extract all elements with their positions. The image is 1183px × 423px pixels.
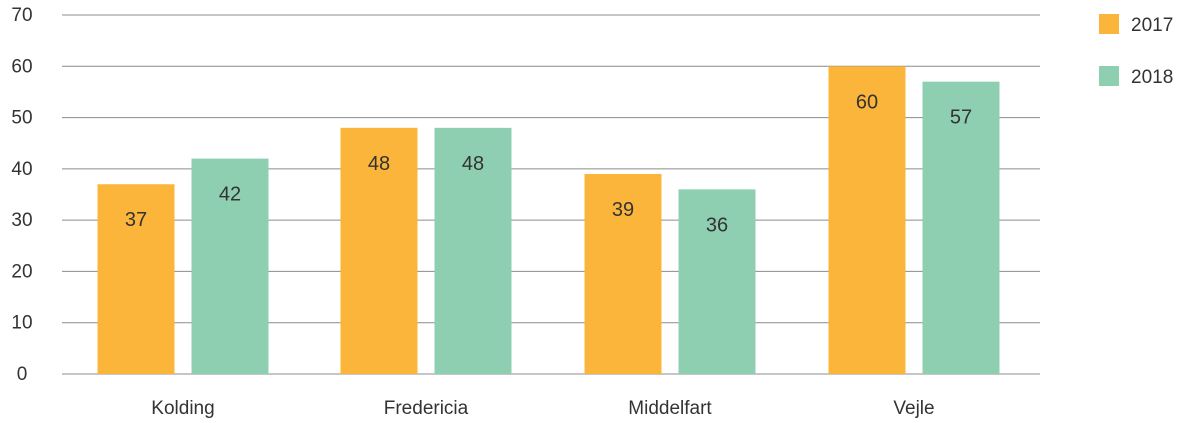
x-axis-categories: Kolding Fredericia Middelfart Vejle	[151, 398, 934, 419]
x-category-label-vejle: Vejle	[893, 398, 934, 418]
y-tick-label: 10	[11, 313, 32, 334]
y-tick-label: 60	[11, 56, 32, 77]
y-tick-label: 40	[11, 159, 32, 180]
bar-2017-middelfart	[584, 173, 662, 374]
data-label-2018-kolding: 42	[219, 184, 241, 206]
x-category-label-fredericia: Fredericia	[384, 398, 469, 418]
bar-2018-fredericia	[434, 127, 512, 374]
bar-2018-kolding	[191, 158, 269, 374]
data-label-2017-fredericia: 48	[368, 153, 390, 175]
data-label-2018-vejle: 57	[950, 107, 972, 129]
legend: 2017 2018	[1099, 14, 1173, 88]
y-tick-label: 30	[11, 210, 32, 231]
bar-2017-vejle	[828, 66, 906, 375]
data-label-2017-vejle: 60	[856, 91, 878, 113]
bar-2018-vejle	[922, 81, 1000, 375]
y-tick-label: 0	[17, 364, 28, 385]
legend-swatch-2018	[1099, 66, 1119, 86]
bar-2018-middelfart	[678, 189, 756, 374]
data-labels: 37 48 39 60 42 48 36 57	[125, 91, 972, 236]
y-axis-ticks: 0 10 20 30 40 50 60 70	[11, 5, 32, 385]
data-label-2017-middelfart: 39	[612, 199, 634, 221]
legend-label-2017: 2017	[1131, 15, 1173, 36]
y-tick-label: 20	[11, 261, 32, 282]
data-label-2018-fredericia: 48	[462, 153, 484, 175]
y-tick-label: 50	[11, 108, 32, 129]
data-label-2018-middelfart: 36	[706, 214, 728, 236]
bars	[97, 66, 1000, 375]
data-label-2017-kolding: 37	[125, 209, 147, 231]
legend-label-2018: 2018	[1131, 67, 1173, 88]
x-category-label-kolding: Kolding	[151, 398, 214, 418]
y-tick-label: 70	[11, 5, 32, 26]
legend-swatch-2017	[1099, 14, 1119, 34]
x-category-label-middelfart: Middelfart	[628, 398, 712, 418]
bar-2017-kolding	[97, 184, 175, 374]
bar-2017-fredericia	[340, 127, 418, 374]
